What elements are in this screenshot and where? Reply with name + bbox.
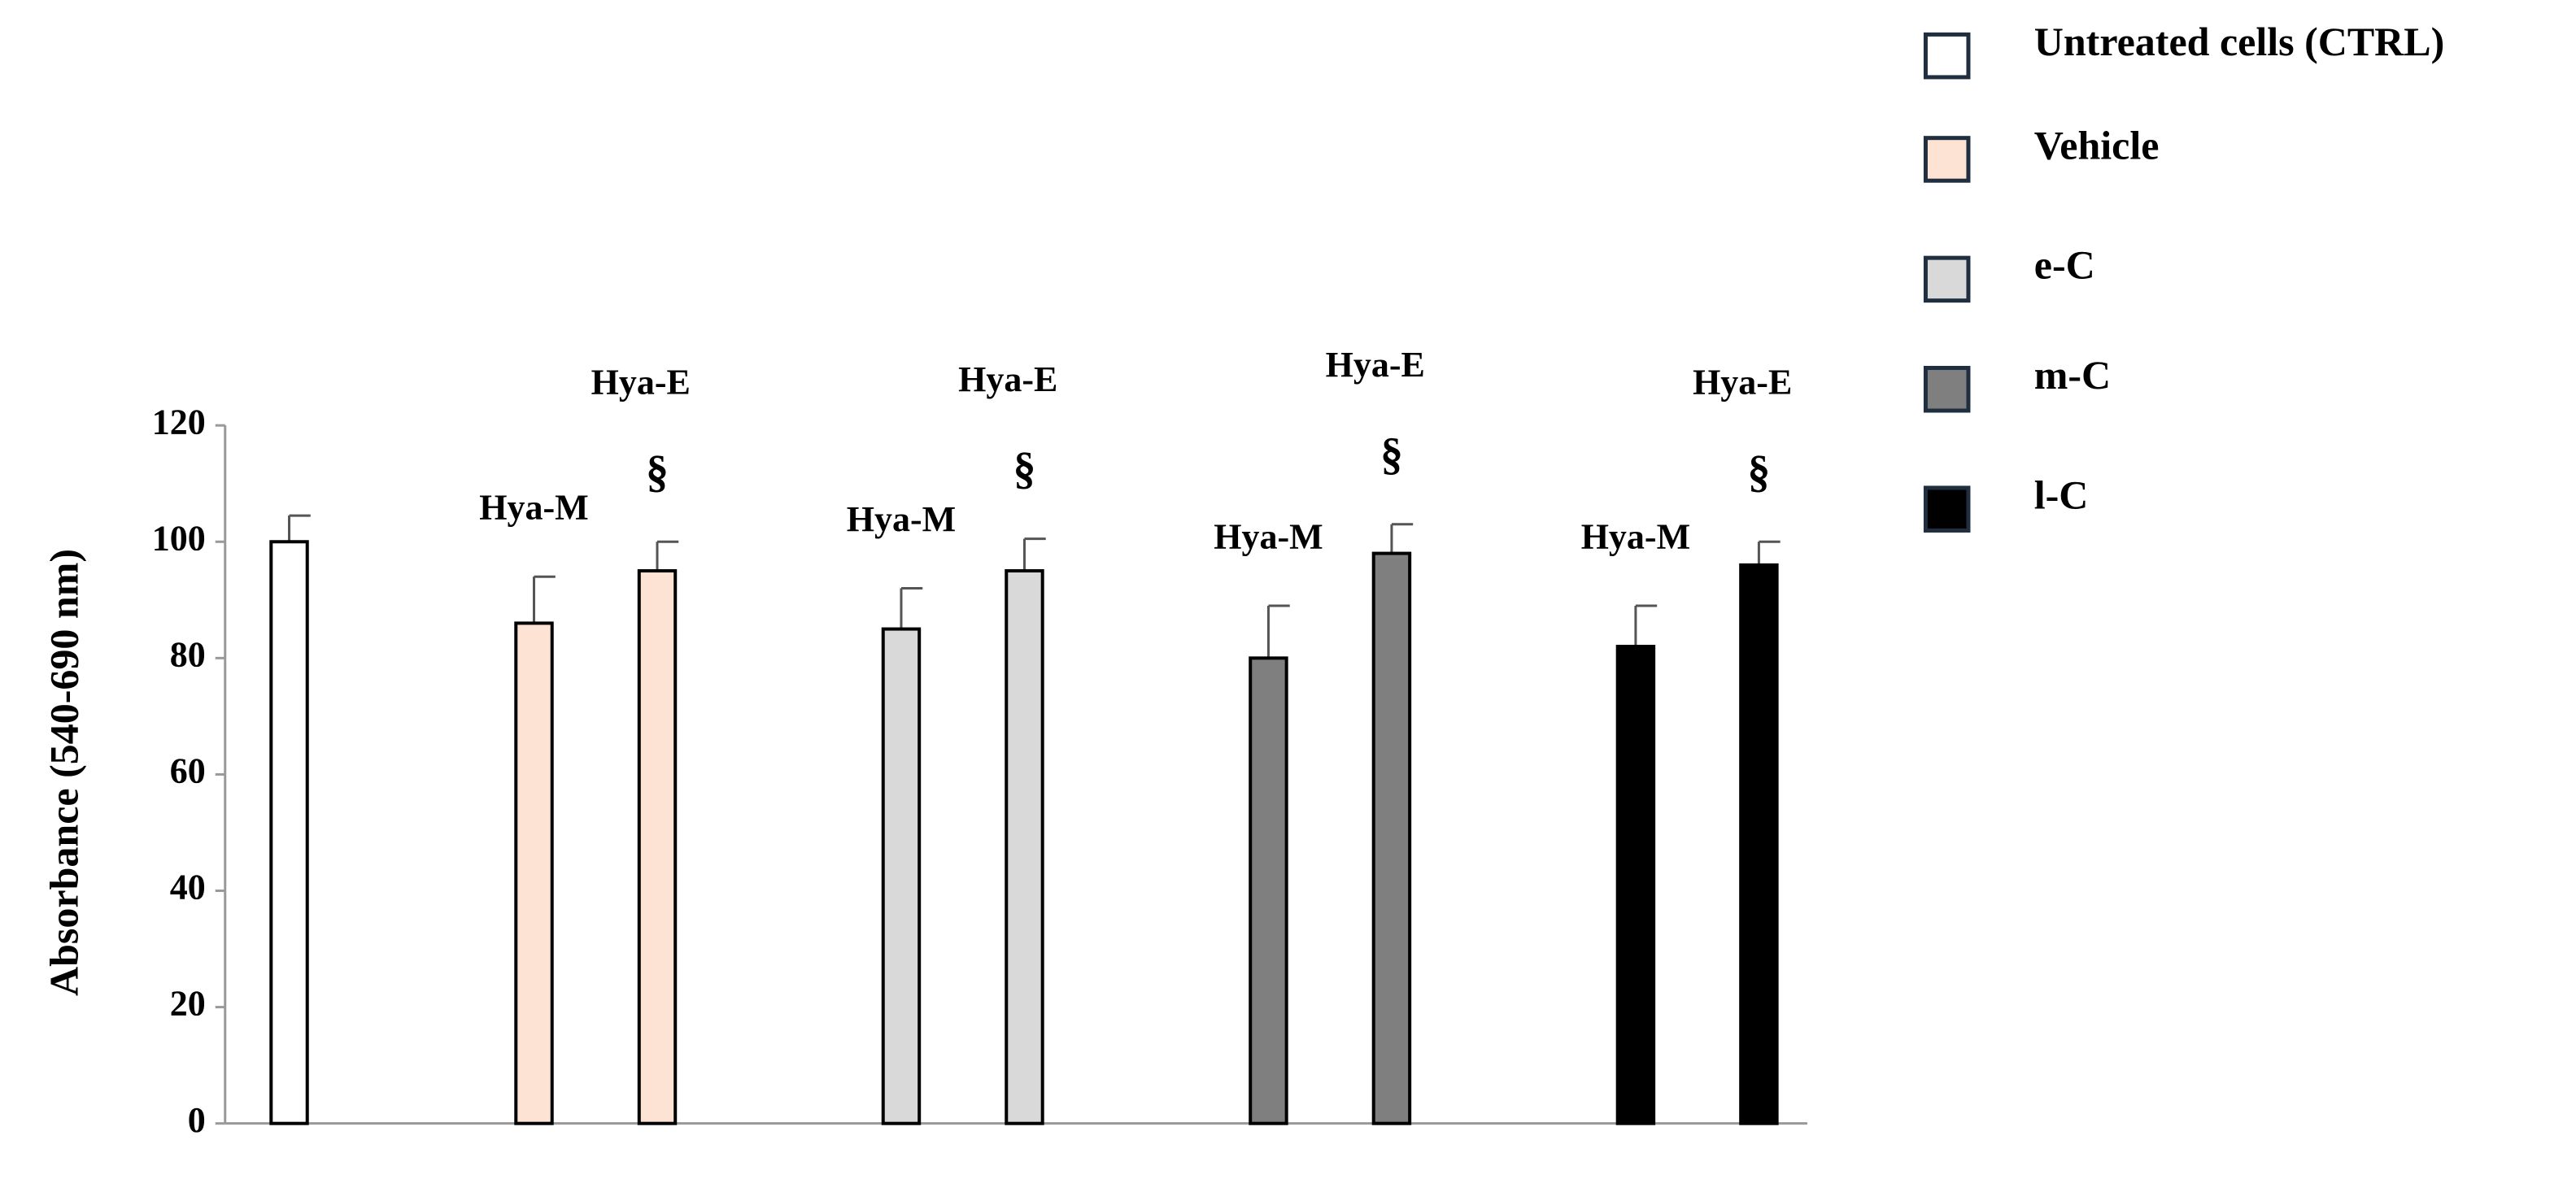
y-tick-label: 120 bbox=[152, 402, 206, 442]
bar bbox=[1371, 551, 1412, 1125]
legend-label: Vehicle bbox=[2034, 122, 2160, 167]
y-tick-label: 0 bbox=[188, 1100, 206, 1140]
bar bbox=[1005, 569, 1044, 1125]
legend-label: e-C bbox=[2034, 242, 2095, 288]
bar-label: Hya-M bbox=[847, 499, 956, 539]
legend-label: m-C bbox=[2034, 352, 2111, 398]
y-axis-label: Absorbance (540-690 nm) bbox=[41, 549, 86, 996]
bar-label: Hya-M bbox=[1581, 516, 1690, 556]
bar bbox=[881, 627, 922, 1125]
y-tick-label: 20 bbox=[170, 984, 206, 1024]
significance-mark: § bbox=[1747, 446, 1770, 497]
bar bbox=[269, 540, 309, 1125]
significance-mark: § bbox=[646, 446, 669, 497]
bar-label: Hya-E bbox=[958, 359, 1057, 399]
bar bbox=[1249, 656, 1288, 1125]
bar-label: Hya-M bbox=[1214, 516, 1323, 556]
legend-swatch bbox=[1923, 485, 1971, 533]
y-tick-label: 60 bbox=[170, 751, 206, 791]
y-tick-label: 100 bbox=[152, 518, 206, 558]
legend-swatch bbox=[1923, 255, 1971, 303]
bar bbox=[1615, 645, 1656, 1125]
significance-mark: § bbox=[1013, 444, 1035, 494]
legend-swatch bbox=[1923, 136, 1971, 183]
legend-swatch bbox=[1923, 365, 1971, 413]
bar bbox=[514, 621, 554, 1125]
bar bbox=[637, 569, 678, 1125]
legend-label: l-C bbox=[2034, 472, 2089, 518]
bar bbox=[1739, 563, 1779, 1125]
bar-label: Hya-E bbox=[1326, 345, 1425, 385]
bar-label: Hya-E bbox=[1693, 362, 1792, 402]
y-tick-label: 80 bbox=[170, 634, 206, 674]
legend-label: Untreated cells (CTRL) bbox=[2034, 19, 2445, 64]
y-tick-label: 40 bbox=[170, 868, 206, 907]
legend-swatch bbox=[1923, 32, 1971, 80]
bar-label: Hya-M bbox=[479, 487, 588, 527]
significance-mark: § bbox=[1380, 429, 1403, 480]
bar-label: Hya-E bbox=[591, 362, 691, 402]
